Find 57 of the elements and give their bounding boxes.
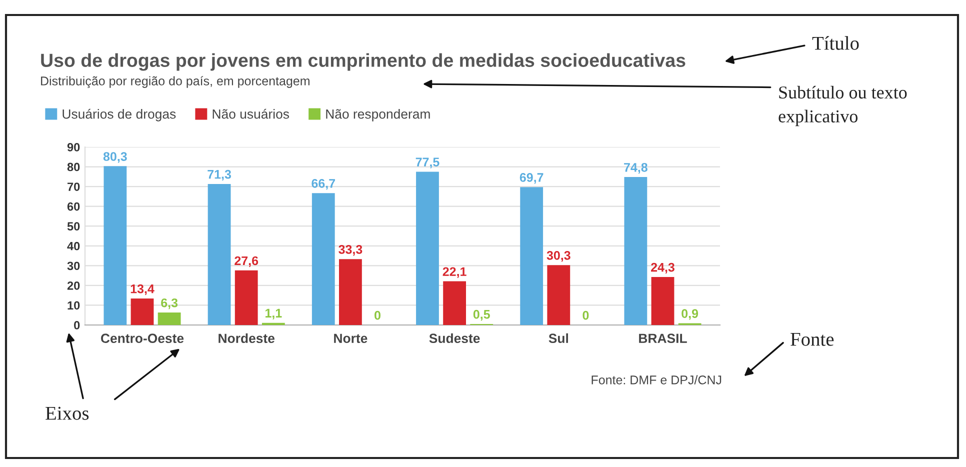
bar [547,265,570,325]
chart-subtitle: Distribuição por região do país, em porcentagem [41,76,310,88]
text: 80,3 [103,152,127,163]
x-tick-label: BRASIL [639,334,687,344]
bar [520,187,544,325]
text: 33,3 [338,245,362,256]
legend-label: Não responderam [326,109,430,122]
y-tick-label: 10 [68,301,80,310]
x-tick-label: Nordeste [218,333,274,344]
y-tick-label: 50 [67,222,80,231]
legend-label: Usuários de drogas [62,108,176,122]
bar [339,259,362,325]
bar [443,281,466,325]
text: Título [812,36,859,50]
y-tick-label: 90 [67,143,80,152]
source-note: Fonte: DMF e DPJ/CNJ [592,375,722,384]
text: 0,9 [682,309,698,320]
y-tick-label: 80 [67,162,80,172]
text: 22,1 [442,267,466,278]
text: 69,7 [520,173,544,184]
x-tick-label: Centro-Oeste [101,334,184,344]
bar [312,193,335,325]
bar [234,270,258,325]
y-tick-label: 30 [67,262,80,270]
legend-label: Não usuários [212,108,290,119]
bar [624,177,648,325]
text: 1,1 [266,308,282,320]
y-tick-label: 70 [68,182,80,191]
bar [104,166,127,325]
text: Fonte [790,332,834,346]
text: 0,5 [473,310,490,321]
text: 66,7 [312,178,335,190]
x-tick-label: Norte [334,334,368,344]
y-tick-label: 60 [67,202,80,211]
chart-title: Uso de drogas por jovens em cumprimento de medidas socioeducativas [41,53,686,71]
bar [130,298,154,325]
bar [158,312,181,325]
text: 6,3 [161,298,178,310]
y-tick-label: 40 [67,242,80,250]
text: 71,3 [208,170,231,181]
text: Eixos [46,406,89,420]
bar [416,172,439,325]
x-tick-label: Sul [548,333,568,344]
bar [651,276,674,325]
text: 24,3 [651,262,674,274]
bar [208,184,231,325]
text: 77,5 [416,158,440,168]
y-tick-label: 0 [74,321,80,330]
y-tick-label: 20 [67,281,80,290]
x-tick-label: Sudeste [429,333,480,344]
text: 13,4 [130,284,154,296]
text: 0 [582,310,589,320]
text: 74,8 [624,162,648,174]
text: 0 [374,310,380,320]
text: Subtítulo ou texto explicativo [778,86,907,126]
text: 27,6 [234,256,258,267]
text: 30,3 [546,250,570,262]
